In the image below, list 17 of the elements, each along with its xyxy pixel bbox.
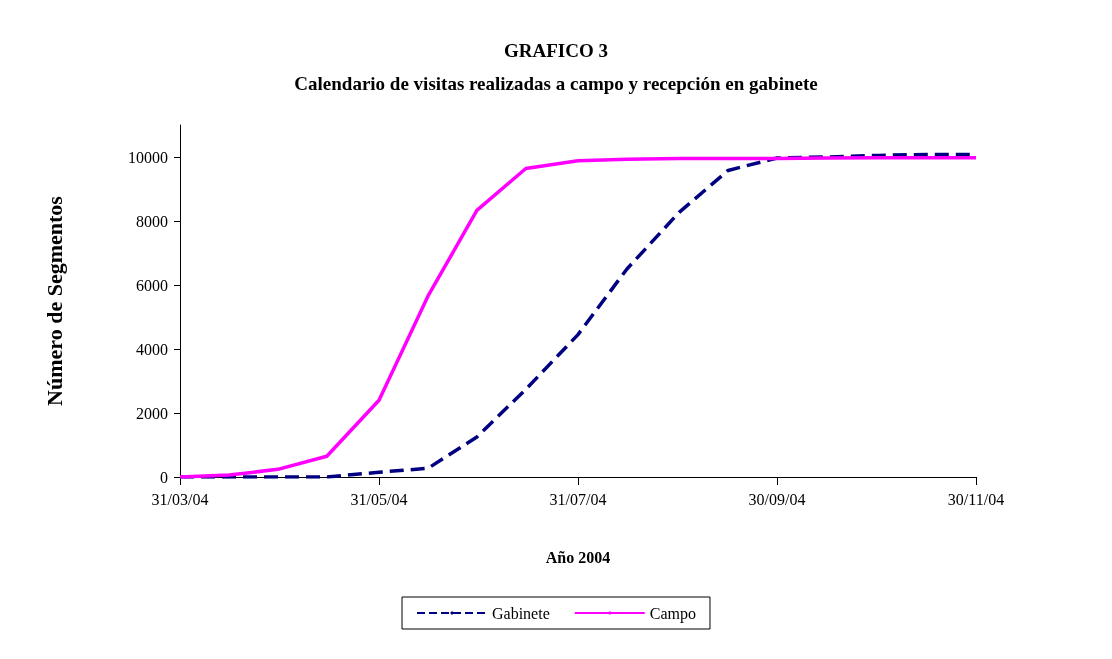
x-tick-label: 30/09/04 (748, 490, 806, 508)
y-tick-label: 10000 (128, 148, 168, 166)
y-tick-label: 4000 (136, 340, 168, 358)
legend-label: Campo (649, 604, 696, 623)
legend-label: Gabinete (492, 604, 550, 622)
y-tick-label: 8000 (136, 212, 168, 230)
y-axis-title: Número de Segmentos (41, 195, 67, 406)
x-tick-label: 31/03/04 (151, 490, 209, 508)
x-axis-title: Año 2004 (545, 548, 611, 566)
x-tick-label: 31/05/04 (350, 490, 408, 508)
y-tick-label: 2000 (136, 404, 168, 422)
y-tick-label: 0 (160, 468, 168, 486)
chart-title: GRAFICO 3 (504, 40, 608, 61)
x-tick-label: 30/11/04 (947, 490, 1005, 508)
y-tick-label: 6000 (136, 276, 168, 294)
chart-subtitle: Calendario de visitas realizadas a campo y recepción en gabinete (294, 73, 818, 94)
x-tick-label: 31/07/04 (549, 490, 607, 508)
